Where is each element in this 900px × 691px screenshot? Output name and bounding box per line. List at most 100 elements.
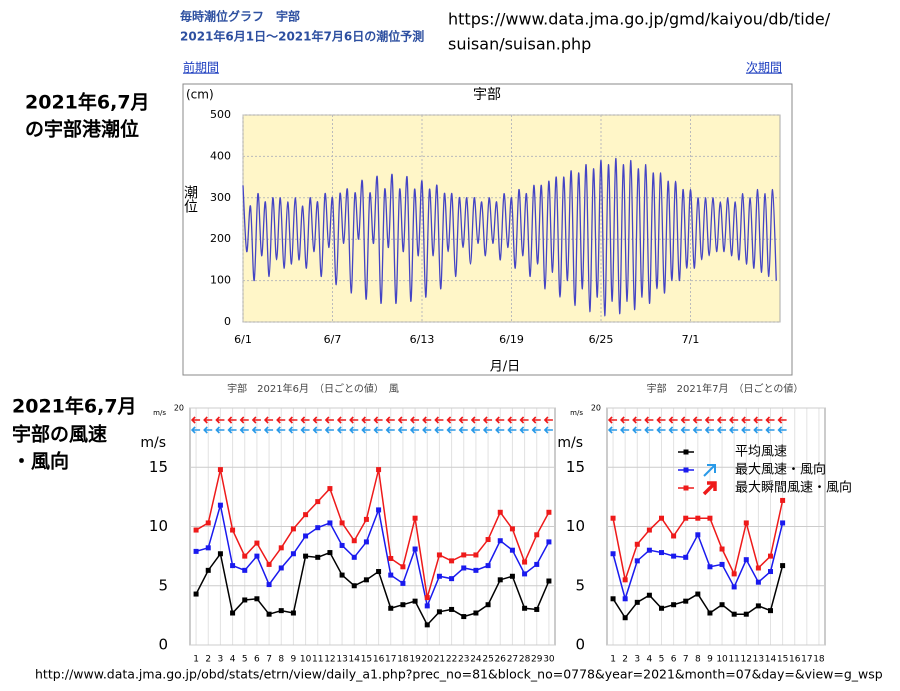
marker <box>351 554 357 560</box>
x-tick-label: 27 <box>507 655 518 665</box>
direction-arrow <box>215 426 225 434</box>
chart-title: 宇部 <box>473 87 501 103</box>
x-tick-label: 16 <box>373 655 385 665</box>
x-tick-label: 15 <box>361 655 372 665</box>
marker <box>695 515 701 521</box>
direction-arrow <box>692 416 702 424</box>
direction-arrow <box>741 416 751 424</box>
y-tick-label: 20 <box>174 404 184 413</box>
marker <box>485 563 491 569</box>
marker <box>290 551 296 557</box>
direction-arrow <box>620 416 630 424</box>
marker <box>449 606 455 612</box>
marker <box>768 608 773 614</box>
marker <box>315 525 321 531</box>
direction-arrow <box>495 426 505 434</box>
x-tick-label: 23 <box>458 655 469 665</box>
marker <box>695 591 701 597</box>
marker <box>290 526 296 532</box>
y-unit: m/s <box>153 409 166 417</box>
marker <box>719 546 725 552</box>
direction-arrow <box>495 416 505 424</box>
direction-arrow <box>190 426 201 434</box>
marker <box>659 605 664 611</box>
direction-arrow <box>422 416 432 424</box>
direction-arrow <box>397 426 407 434</box>
marker <box>743 611 749 617</box>
marker <box>755 579 761 585</box>
x-tick-label: 4 <box>230 655 236 665</box>
marker <box>731 571 737 577</box>
marker <box>768 569 773 575</box>
side-label: 2021年6,7月 <box>12 395 137 418</box>
direction-arrow <box>203 426 213 434</box>
x-tick-label: 16 <box>789 655 801 665</box>
x-tick-label: 25 <box>482 655 493 665</box>
marker <box>436 609 442 615</box>
legend-marker <box>683 467 689 473</box>
direction-arrow <box>288 426 298 434</box>
marker <box>436 552 442 558</box>
y-tick-label: 100 <box>210 274 231 287</box>
marker <box>193 548 199 554</box>
next-link[interactable]: 次期間 <box>746 61 782 75</box>
marker <box>278 565 284 571</box>
direction-arrow <box>190 416 201 424</box>
marker <box>522 559 528 565</box>
y-unit: m/s <box>140 435 166 451</box>
side-label: 2021年6,7月 <box>25 91 150 114</box>
direction-arrow <box>434 416 444 424</box>
marker <box>743 520 749 526</box>
marker <box>522 605 528 611</box>
marker <box>634 541 640 547</box>
marker <box>254 553 260 559</box>
marker <box>719 561 725 567</box>
tide-header: 2021年6月1日～2021年7月6日の潮位予測 <box>180 29 424 44</box>
direction-arrow <box>434 426 444 434</box>
marker <box>388 555 394 561</box>
tide-line <box>242 157 777 317</box>
tide-header: 毎時潮位グラフ 宇部 <box>180 9 300 24</box>
marker <box>461 552 467 558</box>
marker <box>485 537 491 543</box>
marker <box>610 596 616 602</box>
direction-arrow <box>458 416 468 424</box>
legend-arrow <box>702 481 717 496</box>
y-tick-label: 10 <box>566 517 585 535</box>
marker <box>683 554 689 560</box>
direction-arrow <box>276 426 286 434</box>
direction-arrow <box>607 416 618 424</box>
x-tick-label: 9 <box>707 655 713 665</box>
x-tick-label: 4 <box>647 655 653 665</box>
direction-arrow <box>741 426 751 434</box>
direction-arrow <box>336 416 347 424</box>
marker <box>400 602 406 608</box>
marker <box>303 553 309 559</box>
x-tick-label: 21 <box>434 655 445 665</box>
prev-link[interactable]: 前期間 <box>183 60 219 75</box>
direction-arrow <box>531 416 541 424</box>
marker <box>497 538 503 544</box>
y-tick-label: 10 <box>149 517 168 535</box>
marker <box>266 561 272 567</box>
marker <box>473 567 479 573</box>
direction-arrow <box>203 416 213 424</box>
marker <box>743 557 749 563</box>
direction-arrow <box>777 426 787 434</box>
direction-arrow <box>680 416 690 424</box>
direction-arrow <box>251 426 261 434</box>
marker <box>546 578 552 584</box>
marker <box>193 591 199 597</box>
marker <box>230 527 236 533</box>
direction-arrow <box>632 426 642 434</box>
marker <box>424 595 430 601</box>
direction-arrow <box>409 426 420 434</box>
x-tick-label: 5 <box>242 655 248 665</box>
marker <box>327 550 333 556</box>
y-tick-label: 400 <box>210 149 231 162</box>
marker <box>497 509 503 515</box>
direction-arrow <box>680 426 690 434</box>
direction-arrow <box>312 426 322 434</box>
direction-arrow <box>692 426 702 434</box>
marker <box>522 571 528 577</box>
